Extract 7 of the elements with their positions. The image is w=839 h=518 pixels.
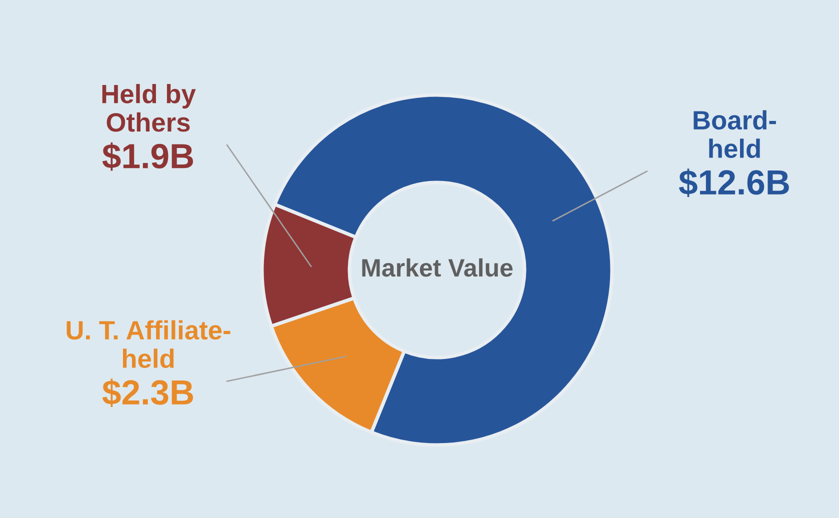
data-label: $12.6B <box>678 168 789 197</box>
data-label: $2.3B <box>102 378 193 407</box>
slice-label: U. T. Affiliate- held <box>66 320 230 368</box>
data-label: $1.9B <box>102 142 193 171</box>
text: Market Value <box>362 258 513 277</box>
slice-label: Board- held <box>694 110 776 158</box>
slice-label: Held by Others <box>102 84 196 132</box>
